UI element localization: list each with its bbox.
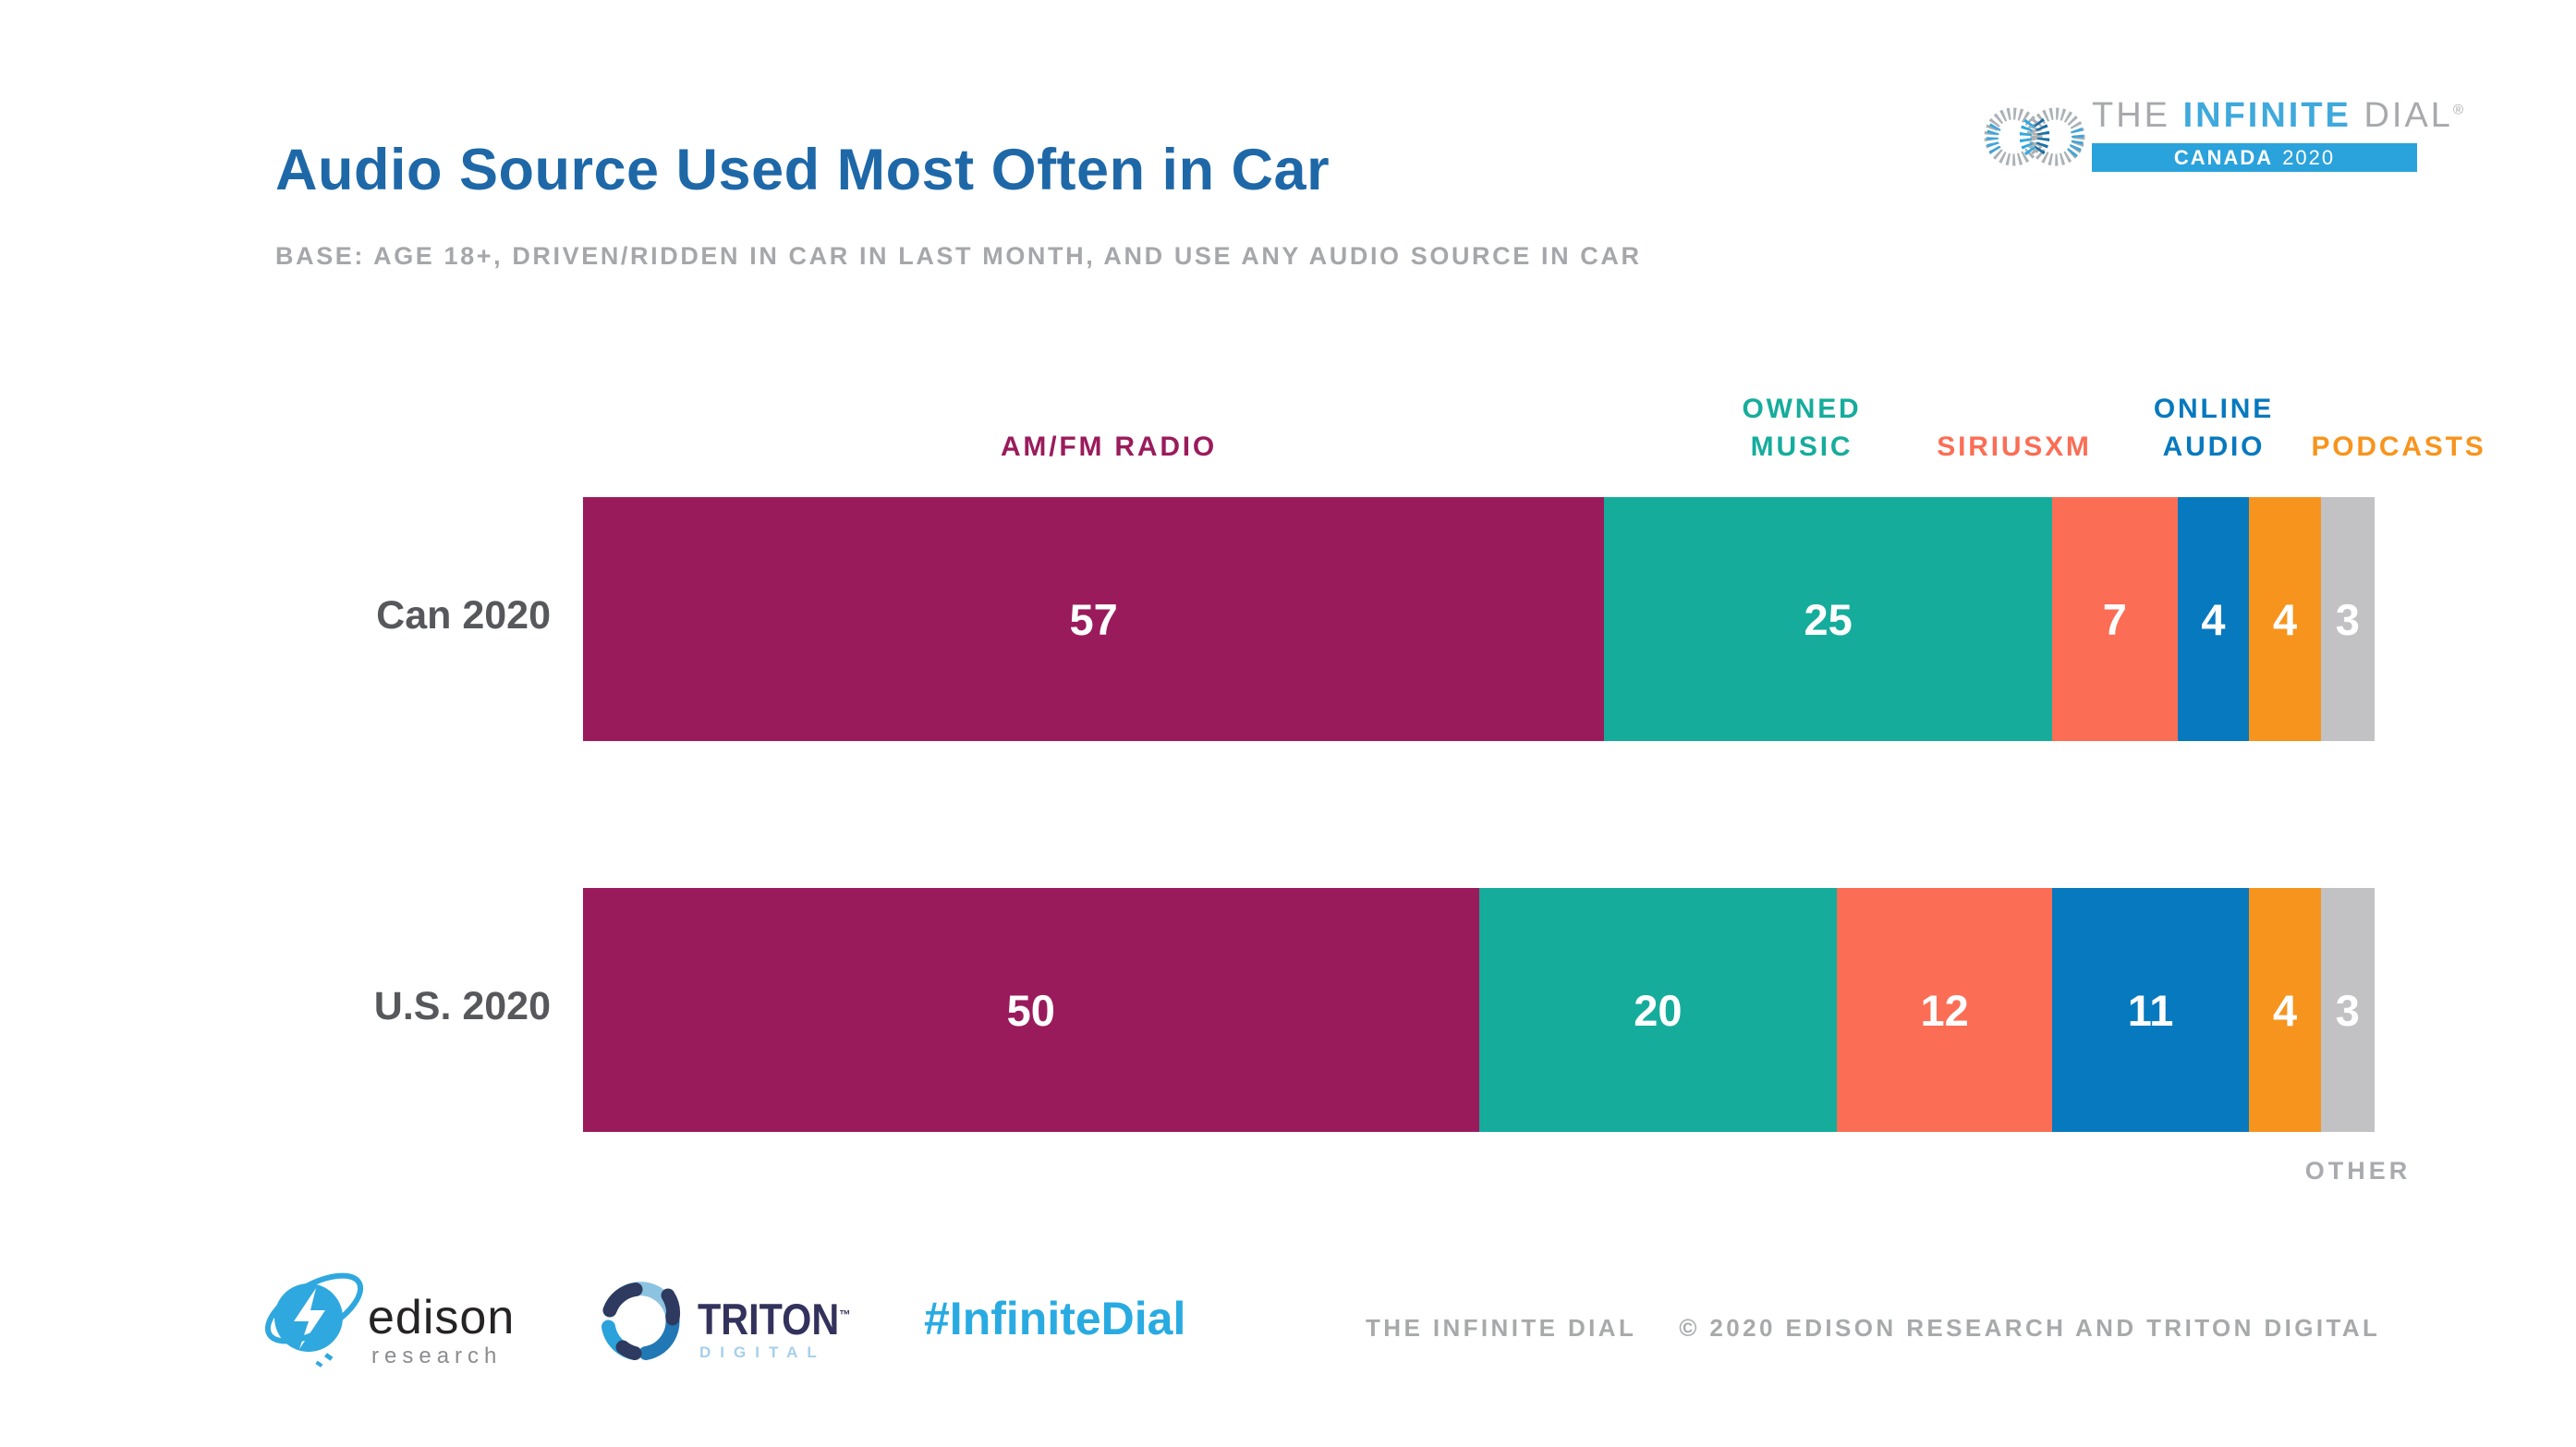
series-label-owned-music: OWNED MUSIC	[1742, 394, 1862, 462]
segment-value: 20	[1634, 985, 1683, 1035]
bar-segment: 25	[1604, 497, 2052, 741]
bar-segment: 4	[2249, 888, 2321, 1132]
infinite-dial-wordmark: THE INFINITE DIAL® CANADA 2020	[2092, 96, 2463, 172]
edison-wordmark: edison	[368, 1291, 516, 1344]
segment-value: 3	[2335, 594, 2360, 644]
brand-the: THE	[2092, 96, 2170, 135]
brand-dial: DIAL	[2363, 96, 2453, 135]
brand-infinite: INFINITE	[2182, 96, 2351, 135]
registered-mark: ®	[2452, 102, 2463, 118]
segment-value: 50	[1006, 985, 1055, 1035]
banner-country: CANADA	[2173, 145, 2274, 169]
triton-digital-label: DIGITAL	[699, 1344, 826, 1361]
segment-value: 4	[2272, 985, 2298, 1035]
bar-segment: 4	[2249, 497, 2321, 741]
bar-segment: 20	[1478, 888, 1838, 1132]
credit-infinite-dial: THE INFINITE DIAL	[1366, 1314, 1637, 1342]
banner-year: 2020	[2282, 145, 2336, 169]
row-label-us-2020: U.S. 2020	[373, 984, 551, 1028]
series-labels: AM/FM RADIO OWNED MUSIC SIRIUSXM ONLINE …	[0, 371, 2576, 469]
series-label-podcasts: PODCASTS	[2311, 431, 2486, 462]
hashtag-infinitedial: #InfiniteDial	[924, 1293, 1186, 1344]
series-label-other: OTHER	[2304, 1157, 2412, 1185]
segment-value: 57	[1069, 594, 1118, 644]
bar-segment: 4	[2177, 497, 2250, 741]
credit-copyright: © 2020 EDISON RESEARCH AND TRITON DIGITA…	[1679, 1314, 2381, 1342]
stacked-bar-can-2020: 57 25 7 4 4 3	[583, 497, 2375, 741]
page-title: Audio Source Used Most Often in Car	[275, 138, 1331, 202]
series-label-amfm-radio: AM/FM RADIO	[1000, 431, 1218, 462]
segment-value: 11	[2127, 985, 2174, 1035]
edison-research-label: research	[371, 1344, 503, 1368]
segment-value: 12	[1920, 985, 1969, 1035]
base-note: BASE: AGE 18+, DRIVEN/RIDDEN IN CAR IN L…	[275, 242, 1642, 270]
series-label-siriusxm: SIRIUSXM	[1937, 431, 2092, 462]
stacked-bar-us-2020: 50 20 12 11 4 3	[583, 888, 2375, 1132]
bar-segment: 11	[2051, 888, 2250, 1132]
series-label-online-audio: ONLINE AUDIO	[2153, 394, 2275, 462]
bar-segment: 57	[583, 497, 1605, 741]
trademark-mark: ™	[839, 1307, 851, 1322]
copyright-line: THE INFINITE DIAL © 2020 EDISON RESEARCH…	[1366, 1314, 2380, 1343]
bar-segment: 50	[583, 888, 1479, 1132]
bar-segment: 3	[2320, 888, 2375, 1132]
edison-atom-icon	[264, 1272, 364, 1368]
infinite-dial-logo: THE INFINITE DIAL® CANADA 2020	[1983, 96, 2463, 185]
bar-segment: 12	[1837, 888, 2052, 1132]
segment-value: 4	[2272, 594, 2298, 644]
triton-digital-logo: TRITON™ DIGITAL	[594, 1259, 899, 1379]
infinity-bars-icon	[1984, 107, 2085, 166]
triton-circle-icon	[601, 1282, 680, 1360]
canada-2020-banner: CANADA 2020	[2092, 143, 2417, 172]
segment-value: 25	[1804, 594, 1853, 644]
segment-value: 7	[2102, 594, 2127, 644]
segment-value: 4	[2201, 594, 2226, 644]
triton-wordmark: TRITON™	[698, 1295, 851, 1344]
bar-segment: 3	[2320, 497, 2375, 741]
row-label-can-2020: Can 2020	[376, 593, 551, 638]
edison-research-logo: edison research	[261, 1259, 556, 1379]
bar-segment: 7	[2051, 497, 2178, 741]
segment-value: 3	[2335, 985, 2360, 1035]
